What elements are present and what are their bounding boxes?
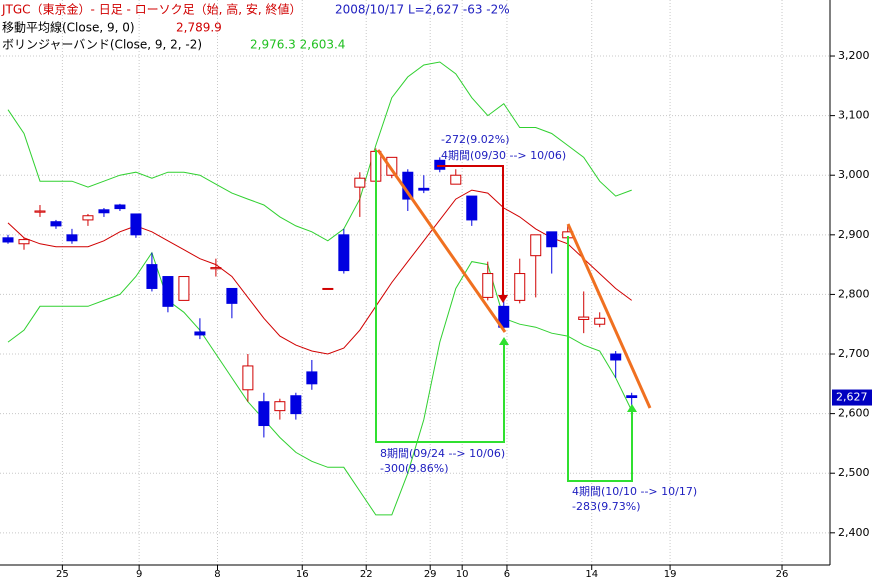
x-tick-label: 19 xyxy=(664,569,677,580)
candle-body xyxy=(242,365,254,391)
candle-body xyxy=(226,287,238,304)
y-tick-label: 3,100 xyxy=(838,109,870,122)
annotation: -283(9.73%) xyxy=(572,500,641,513)
candle-body xyxy=(386,156,398,176)
candle-body xyxy=(530,234,542,257)
candle-body xyxy=(2,237,14,243)
candle-body xyxy=(274,401,286,412)
candle-body xyxy=(466,195,478,221)
drawings xyxy=(375,149,652,482)
annotation: 4期間(09/30 --> 10/06) xyxy=(441,149,566,162)
candle-body xyxy=(178,276,190,301)
candle-body xyxy=(210,267,222,270)
indicator-line xyxy=(7,251,633,516)
candle-body xyxy=(50,221,62,227)
candle-body xyxy=(82,215,94,221)
candle-body xyxy=(594,317,606,325)
last-price-label: 2,627 xyxy=(836,391,868,404)
candle-body xyxy=(418,187,430,191)
last-price-box xyxy=(832,389,872,406)
candle-body xyxy=(578,316,590,320)
annotation: -272(9.02%) xyxy=(441,133,510,146)
bb-values: 2,976.3 2,603.4 xyxy=(250,38,345,52)
annotation: 4期間(10/10 --> 10/17) xyxy=(572,485,697,498)
candle-body xyxy=(146,264,158,289)
ma-label: 移動平均線(Close, 9, 0) xyxy=(2,20,135,35)
y-tick-label: 3,200 xyxy=(838,49,870,62)
candle-body xyxy=(194,331,206,336)
ma-value: 2,789.9 xyxy=(176,21,222,35)
arrow xyxy=(498,295,508,303)
candle-body xyxy=(34,210,46,213)
candle-body xyxy=(498,305,510,328)
candle-body xyxy=(306,371,318,385)
bb-label: ボリンジャーバンド(Close, 9, 2, -2) xyxy=(2,38,202,52)
y-tick-label: 2,600 xyxy=(838,407,870,420)
candle-body xyxy=(98,209,110,214)
y-tick-label: 2,400 xyxy=(838,526,870,539)
x-tick-label: 25 xyxy=(56,569,69,580)
candle-body xyxy=(290,395,302,415)
x-tick-label: 29 xyxy=(424,569,437,580)
candle-body xyxy=(626,395,638,399)
candle-body xyxy=(114,204,126,210)
title: JTGC（東京金）- 日足 - ローソク足（始, 高, 安, 終値） xyxy=(1,2,302,17)
indicator-line xyxy=(7,61,632,242)
candle-body xyxy=(434,159,446,170)
candle-body xyxy=(322,287,334,290)
candle-body xyxy=(66,234,78,242)
candle-body xyxy=(18,239,30,245)
y-tick-label: 3,000 xyxy=(838,168,870,181)
arrow xyxy=(627,404,637,412)
candle-body xyxy=(338,234,350,272)
annotation: -300(9.86%) xyxy=(380,462,449,475)
candle-body xyxy=(258,401,270,427)
range-bracket xyxy=(375,150,505,443)
trend-line xyxy=(566,223,652,409)
range-bracket xyxy=(437,165,504,295)
annotations: -272(9.02%) 4期間(09/30 --> 10/06) 8期間(09/… xyxy=(380,133,697,513)
range-bracket xyxy=(567,236,633,482)
x-tick-label: 8 xyxy=(214,569,220,580)
annotation: 8期間(09/24 --> 10/06) xyxy=(380,447,505,460)
y-tick-label: 2,700 xyxy=(838,347,870,360)
x-tick-label: 16 xyxy=(296,569,309,580)
arrow xyxy=(499,337,509,345)
candle-body xyxy=(546,231,558,248)
y-tick-label: 2,900 xyxy=(838,228,870,241)
y-tick-label: 2,800 xyxy=(838,287,870,300)
candle-body xyxy=(610,353,622,361)
trend-line xyxy=(376,149,507,333)
x-tick-label: 9 xyxy=(136,569,142,580)
candle-body xyxy=(130,213,142,236)
x-tick-label: 26 xyxy=(776,569,789,580)
header: JTGC（東京金）- 日足 - ローソク足（始, 高, 安, 終値） 2008/… xyxy=(1,2,510,52)
candle-body xyxy=(482,273,494,298)
y-tick-label: 2,500 xyxy=(838,466,870,479)
status: 2008/10/17 L=2,627 -63 -2% xyxy=(335,3,510,17)
candle-body xyxy=(354,177,366,188)
x-tick-label: 6 xyxy=(504,569,510,580)
candle-body xyxy=(450,174,462,185)
candle-body xyxy=(162,276,174,307)
x-tick-label: 22 xyxy=(360,569,373,580)
x-tick-label: 14 xyxy=(585,569,598,580)
x-tick-label: 10 xyxy=(456,569,469,580)
candle-body xyxy=(514,273,526,301)
indicator-line xyxy=(7,189,632,355)
